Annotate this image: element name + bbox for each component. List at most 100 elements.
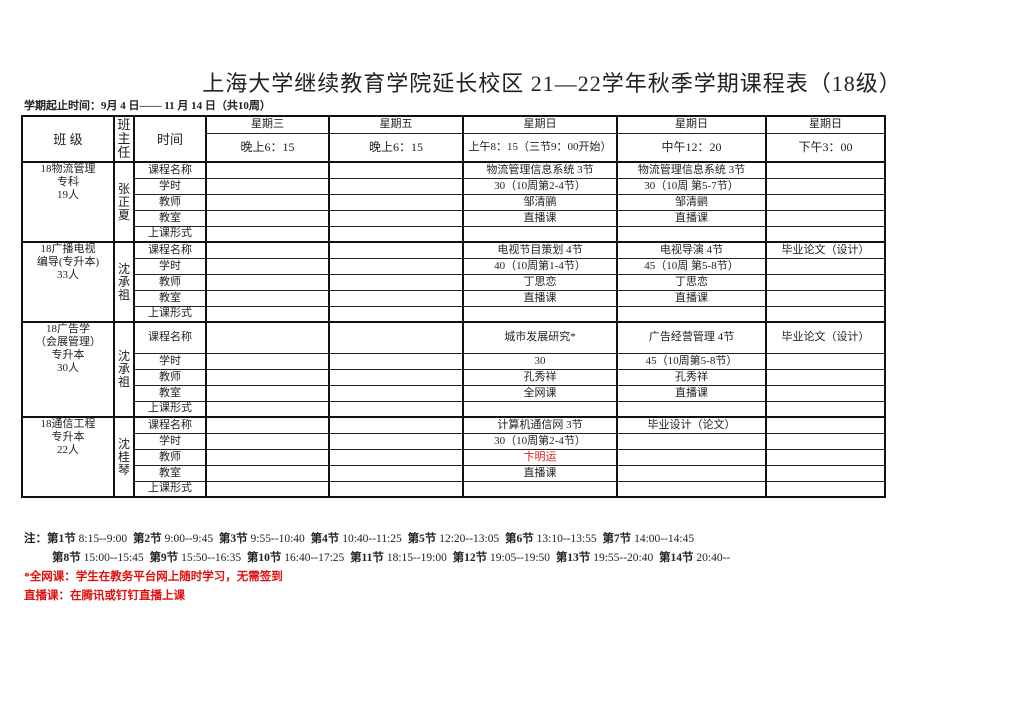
header-time-1: 晚上6：15	[328, 132, 464, 163]
header-head-teacher: 班主任	[113, 115, 135, 163]
schedule-cell	[765, 225, 886, 243]
class-name-line: 专升本	[51, 431, 85, 443]
schedule-cell	[328, 432, 464, 450]
header-day-4: 星期日	[765, 115, 886, 134]
schedule-cell	[328, 193, 464, 211]
schedule-cell: 计算机通信网 3节	[462, 416, 618, 434]
schedule-cell	[328, 416, 464, 434]
period-label: 第10节	[246, 552, 282, 564]
row-label: 教室	[133, 384, 207, 402]
table-row: 学时 30（10周第2-4节） 30（10周 第5-7节）	[22, 177, 886, 195]
schedule-cell: 物流管理信息系统 3节	[616, 161, 767, 179]
schedule-cell: 孔秀祥	[462, 368, 618, 386]
schedule-cell	[616, 432, 767, 450]
schedule-cell	[205, 368, 330, 386]
header-day-1: 星期五	[328, 115, 464, 134]
schedule-cell	[328, 209, 464, 227]
schedule-cell: 30（10周第2-4节）	[462, 432, 618, 450]
row-label: 上课形式	[133, 305, 207, 323]
head-teacher-cell: 张正夏	[113, 161, 135, 243]
table-row: 学时 30（10周第2-4节）	[22, 432, 886, 450]
schedule-cell: 广告经营管理 4节	[616, 321, 767, 354]
schedule-cell	[205, 161, 330, 179]
row-label: 课程名称	[133, 161, 207, 179]
period-label: 第11节	[350, 552, 384, 564]
row-label: 上课形式	[133, 400, 207, 418]
schedule-cell: 孔秀祥	[616, 368, 767, 386]
schedule-cell	[765, 193, 886, 211]
head-teacher-name: 沈承祖	[117, 261, 130, 302]
schedule-cell	[765, 305, 886, 323]
header-head-teacher-text: 班主任	[117, 117, 131, 160]
schedule-cell	[765, 273, 886, 291]
row-label: 课程名称	[133, 321, 207, 354]
class-name-line: 18广告学	[46, 323, 90, 335]
schedule-cell	[765, 177, 886, 195]
table-row: 教室 直播课 直播课	[22, 289, 886, 307]
schedule-cell	[328, 177, 464, 195]
period-time: 19:05--19:50	[490, 552, 551, 564]
table-row: 教师 邹清鹂 邹清鹂	[22, 193, 886, 211]
table-row: 上课形式	[22, 480, 886, 498]
schedule-cell	[765, 384, 886, 402]
schedule-cell	[205, 225, 330, 243]
schedule-cell	[765, 480, 886, 498]
period-label: 第7节	[602, 533, 632, 545]
class-name-line: 编导(专升本)	[36, 256, 100, 268]
schedule-cell	[765, 464, 886, 482]
head-teacher-name: 张正夏	[117, 181, 130, 222]
table-row: 上课形式	[22, 225, 886, 243]
class-name-cell: 18广告学 （会展管理） 专升本 30人	[21, 321, 115, 418]
schedule-cell	[765, 448, 886, 466]
schedule-cell	[328, 400, 464, 418]
schedule-cell	[205, 273, 330, 291]
period-label: 第3节	[218, 533, 248, 545]
table-row: 18物流管理 专科 19人 张正夏 课程名称 物流管理信息系统 3节 物流管理信息系统 3节	[21, 161, 886, 243]
header-day-2: 星期日	[462, 115, 618, 134]
period-times-line-1: 注：第1节 8:15--9:00 第2节 9:00--9:45 第3节 9:55…	[24, 530, 736, 549]
period-label: 第14节	[659, 552, 694, 564]
schedule-cell: 直播课	[616, 209, 767, 227]
period-time: 19:55--20:40	[593, 552, 654, 564]
row-label: 上课形式	[133, 225, 207, 243]
class-name-line: 33人	[57, 269, 79, 281]
schedule-cell	[765, 432, 886, 450]
head-teacher-cell: 沈承祖	[113, 321, 135, 418]
notes: 注：第1节 8:15--9:00 第2节 9:00--9:45 第3节 9:55…	[24, 530, 736, 606]
schedule-cell	[205, 193, 330, 211]
schedule-cell: 毕业论文（设计）	[765, 321, 886, 354]
table-row: 上课形式	[22, 400, 886, 418]
schedule-cell: 直播课	[462, 289, 618, 307]
schedule-cell	[205, 241, 330, 259]
schedule-table: 班 级班主任 时间 星期三 星期五 星期日 星期日 星期日 晚上6：15 晚上6：15 上午8：1…	[21, 115, 886, 498]
schedule-cell	[328, 480, 464, 498]
row-label: 教师	[133, 368, 207, 386]
period-time: 14:00--14:45	[634, 533, 695, 545]
period-time: 15:00--15:45	[83, 552, 144, 564]
period-label: 第13节	[555, 552, 591, 564]
schedule-cell: 30（10周第2-4节）	[462, 177, 618, 195]
schedule-cell: 直播课	[462, 464, 618, 482]
schedule-cell	[616, 305, 767, 323]
class-name-line: 专科	[57, 176, 79, 188]
row-label: 教师	[133, 193, 207, 211]
schedule-cell: 30	[462, 352, 618, 370]
schedule-cell	[205, 305, 330, 323]
table-row: 教室 全网课 直播课	[22, 384, 886, 402]
schedule-cell: 30（10周 第5-7节）	[616, 177, 767, 195]
schedule-cell: 电视节目策划 4节	[462, 241, 618, 259]
schedule-cell: 城市发展研究*	[462, 321, 618, 354]
schedule-cell	[328, 289, 464, 307]
schedule-cell	[765, 257, 886, 275]
header-class: 班 级	[21, 115, 115, 163]
row-label: 教室	[133, 209, 207, 227]
class-name-line: 22人	[57, 444, 79, 456]
schedule-cell	[765, 368, 886, 386]
period-label: 第4节	[310, 533, 340, 545]
row-label: 课程名称	[133, 416, 207, 434]
schedule-cell: 卞明运	[462, 448, 618, 466]
schedule-cell	[328, 384, 464, 402]
live-course-note: 直播课：在腾讯或钉钉直播上课	[24, 590, 185, 602]
schedule-cell	[616, 400, 767, 418]
class-name-line: 专升本	[51, 349, 85, 361]
